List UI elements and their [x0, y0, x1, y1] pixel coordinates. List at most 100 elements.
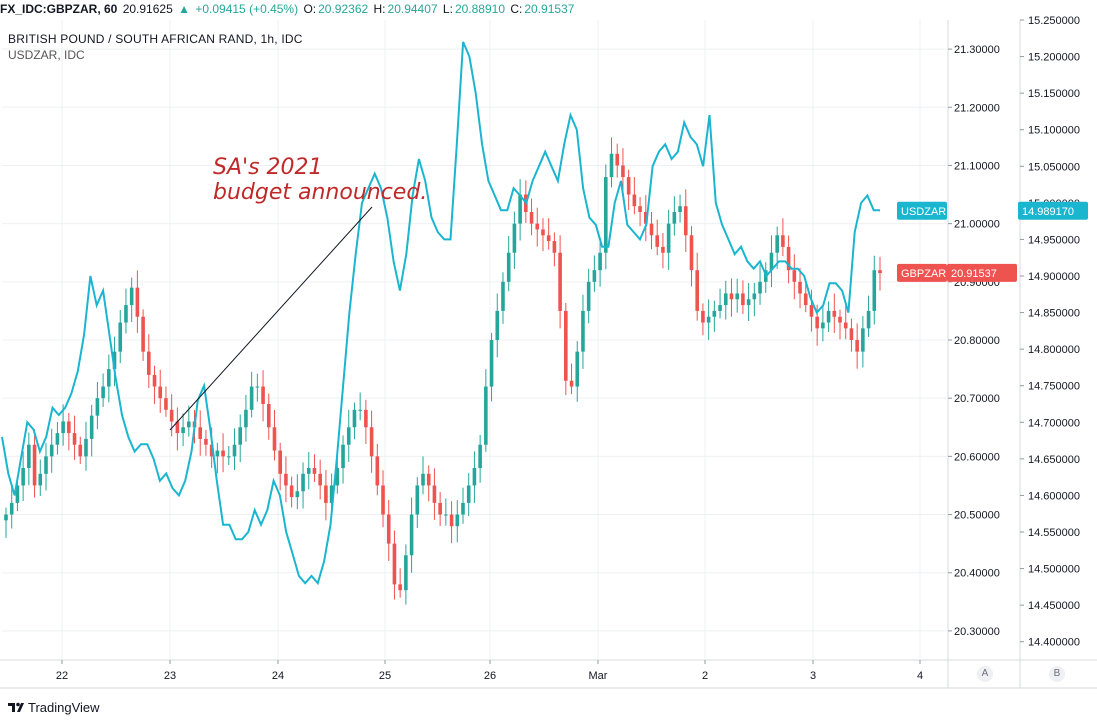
- candle-body: [735, 293, 739, 300]
- candle-body: [89, 415, 94, 439]
- candle-body: [386, 514, 391, 544]
- close-value: 20.91537: [524, 2, 575, 16]
- gbpzar-value-tag-bg: [947, 263, 1017, 282]
- usdzar-value-tag-bg: [1018, 201, 1088, 220]
- gbpzar-value-tag: 20.91537: [947, 263, 1017, 282]
- candle-body: [244, 409, 248, 428]
- candle-body: [849, 328, 854, 340]
- candle-body: [484, 386, 488, 445]
- usdzar-line: [1, 41, 880, 586]
- candle-body: [832, 310, 837, 317]
- candle-body: [786, 246, 791, 271]
- open-label: O:: [303, 2, 317, 16]
- close-label: C:: [510, 2, 523, 16]
- candle-body: [506, 252, 511, 282]
- last-price: 20.91625: [122, 2, 173, 16]
- candle-body: [432, 485, 437, 503]
- candle-body: [152, 374, 157, 387]
- left-axis-tick-label: 20.80000: [954, 335, 1000, 347]
- right-axis-tick-label: 15.100000: [1028, 125, 1080, 137]
- candle-body: [198, 427, 203, 439]
- auto-scale-button[interactable]: A: [977, 666, 993, 682]
- candle-body: [809, 305, 814, 317]
- candle-body: [78, 444, 83, 457]
- time-axis-label: 23: [164, 670, 176, 682]
- candle-body: [135, 287, 140, 317]
- left-axis-tick-label: 21.20000: [954, 102, 1000, 114]
- time-axis-label: 24: [272, 670, 284, 682]
- candle-body: [843, 322, 848, 329]
- usdzar-name-tag-text: USDZAR: [901, 206, 946, 218]
- high-value: 20.94407: [387, 2, 438, 16]
- gbpzar-name-tag-bg: [897, 263, 947, 282]
- price-change: +0.09415 (+0.45%): [195, 2, 299, 16]
- right-axis-tick-label: 14.400000: [1028, 637, 1080, 649]
- candle-body: [272, 427, 277, 451]
- right-axis-tick-label: 14.600000: [1028, 490, 1080, 502]
- candle-body: [792, 270, 797, 282]
- candle-body: [284, 473, 288, 486]
- candle-body: [438, 502, 442, 515]
- series-legend-main: BRITISH POUND / SOUTH AFRICAN RAND, 1h, …: [8, 32, 303, 46]
- right-axis-tick-label: 15.250000: [1028, 15, 1080, 27]
- candle-body: [261, 386, 265, 404]
- candle-body: [855, 340, 859, 352]
- candle-body: [609, 153, 614, 178]
- candle-body: [466, 485, 471, 503]
- symbol-title[interactable]: FX_IDC:GBPZAR, 60: [0, 2, 118, 16]
- right-axis-tick-label: 14.500000: [1028, 564, 1080, 576]
- candle-body: [72, 433, 77, 445]
- chart-annotation[interactable]: SA's 2021 budget announced.: [213, 155, 427, 205]
- footer: TradingView: [0, 695, 1097, 721]
- candle-body: [15, 485, 20, 503]
- candle-body: [449, 514, 454, 527]
- candle-body: [101, 386, 105, 399]
- candle-body: [758, 281, 762, 294]
- right-axis-tick-label: 14.750000: [1028, 381, 1080, 393]
- left-axis-tick-label: 20.70000: [954, 393, 1000, 405]
- candle-body: [61, 421, 65, 434]
- candle-body: [27, 444, 31, 468]
- candle-body: [346, 427, 351, 445]
- candle-body: [369, 427, 374, 457]
- candle-body: [552, 241, 557, 253]
- candle-body: [529, 212, 534, 224]
- candle-body: [324, 485, 328, 503]
- right-axis-button[interactable]: B: [1049, 666, 1065, 682]
- usdzar-value-tag-text: 14.989170: [1022, 206, 1074, 218]
- candle-body: [124, 305, 128, 323]
- candle-body: [798, 281, 802, 294]
- candle-body: [175, 421, 180, 434]
- candle-body: [861, 328, 865, 352]
- candle-body: [826, 310, 831, 323]
- candle-body: [518, 194, 522, 224]
- candle-body: [495, 310, 500, 340]
- candle-body: [147, 351, 151, 375]
- candle-body: [358, 409, 362, 411]
- candle-body: [689, 235, 694, 271]
- candle-body: [838, 316, 842, 323]
- candle-body: [312, 468, 317, 474]
- candle-body: [204, 438, 208, 445]
- candle-body: [266, 404, 271, 428]
- chart-canvas[interactable]: 21.3000021.2000021.1000021.0000020.90000…: [0, 0, 1097, 695]
- candle-body: [803, 293, 808, 306]
- left-axis-tick-label: 21.30000: [954, 44, 1000, 56]
- candle-body: [352, 409, 357, 428]
- candle-body: [421, 473, 425, 486]
- time-axis-label: Mar: [589, 670, 608, 682]
- candle-body: [38, 473, 43, 486]
- usdzar-name-tag-bg: [897, 201, 947, 220]
- candle-body: [666, 223, 671, 253]
- right-axis-tick-label: 15.050000: [1028, 161, 1080, 173]
- candle-body: [118, 322, 123, 352]
- candle-body: [289, 485, 294, 498]
- time-axis-label: 2: [702, 670, 708, 682]
- candle-body: [318, 473, 322, 486]
- right-axis-tick-label: 14.650000: [1028, 454, 1080, 466]
- candle-body: [712, 310, 717, 317]
- candle-body: [741, 293, 745, 306]
- time-axis-label: 26: [484, 670, 496, 682]
- tradingview-brand[interactable]: TradingView: [28, 700, 100, 715]
- candle-body: [501, 281, 505, 311]
